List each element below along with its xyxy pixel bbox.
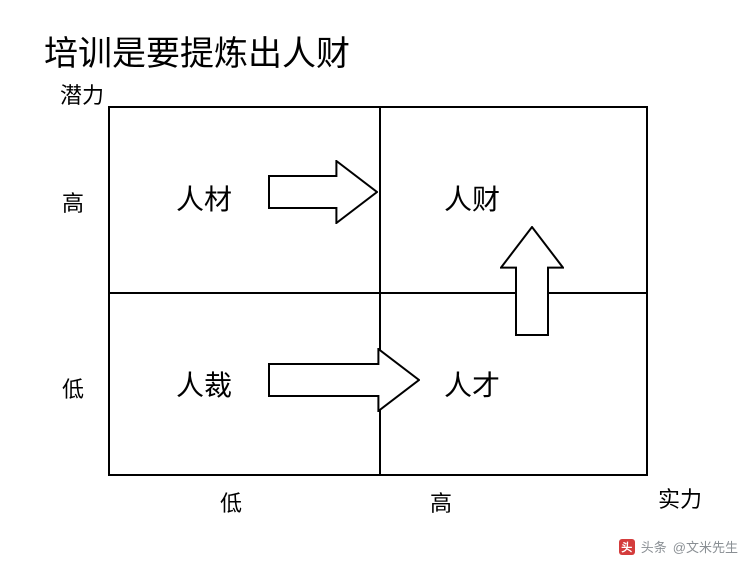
watermark-prefix: 头条 (641, 537, 667, 556)
page-title: 培训是要提炼出人财 (44, 26, 350, 75)
arrow-bottom-right-icon (268, 348, 420, 412)
y-axis-low: 低 (62, 372, 84, 404)
vertical-divider (379, 108, 381, 474)
horizontal-divider (110, 292, 646, 294)
arrow-up-icon (500, 226, 564, 336)
cell-bottom-right: 人才 (444, 364, 500, 404)
watermark: 头 头条 @文米先生 (619, 537, 738, 556)
watermark-author: @文米先生 (673, 537, 738, 556)
y-axis-title: 潜力 (60, 78, 104, 110)
y-axis-high: 高 (62, 186, 84, 218)
cell-bottom-left: 人裁 (176, 364, 232, 404)
x-axis-high: 高 (430, 486, 452, 518)
x-axis-title: 实力 (658, 482, 702, 514)
cell-top-left: 人材 (176, 178, 232, 218)
arrow-top-right-icon (268, 160, 378, 224)
cell-top-right: 人财 (444, 178, 500, 218)
quadrant-matrix (108, 106, 648, 476)
x-axis-low: 低 (220, 486, 242, 518)
watermark-logo-icon: 头 (619, 539, 635, 555)
